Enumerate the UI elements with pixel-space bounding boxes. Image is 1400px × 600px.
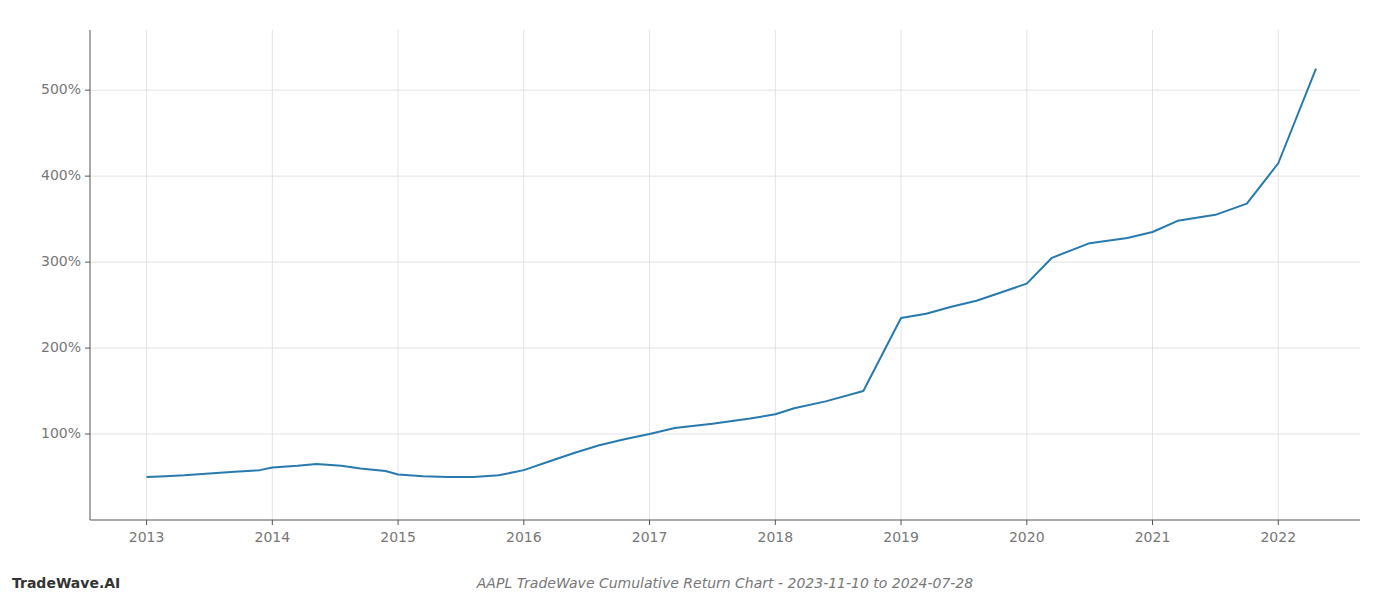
tick-label: 2017 bbox=[632, 529, 668, 545]
y-axis-line bbox=[90, 30, 91, 520]
tick-label: 300% bbox=[41, 253, 81, 269]
tick-mark bbox=[1278, 520, 1279, 525]
watermark: TradeWave.AI bbox=[12, 575, 120, 591]
grid-line bbox=[649, 30, 650, 520]
grid-line bbox=[1152, 30, 1153, 520]
tick-mark bbox=[272, 520, 273, 525]
tick-mark bbox=[85, 262, 90, 263]
tick-mark bbox=[775, 520, 776, 525]
grid-line bbox=[775, 30, 776, 520]
grid-line bbox=[90, 434, 1360, 435]
tick-label: 200% bbox=[41, 339, 81, 355]
tick-label: 2016 bbox=[506, 529, 542, 545]
tick-mark bbox=[146, 520, 147, 525]
tick-mark bbox=[398, 520, 399, 525]
grid-line bbox=[90, 262, 1360, 263]
tick-label: 2014 bbox=[255, 529, 291, 545]
tick-label: 400% bbox=[41, 167, 81, 183]
grid-line bbox=[90, 176, 1360, 177]
tick-label: 500% bbox=[41, 81, 81, 97]
x-axis-line bbox=[90, 520, 1360, 521]
tick-mark bbox=[85, 176, 90, 177]
tick-label: 2015 bbox=[380, 529, 416, 545]
tick-mark bbox=[85, 90, 90, 91]
tick-label: 2021 bbox=[1135, 529, 1171, 545]
grid-line bbox=[1278, 30, 1279, 520]
chart: 100% 200% 300% 400% 500% 2013 2014 2015 2016 2017… bbox=[0, 0, 1400, 600]
tick-label: 2020 bbox=[1009, 529, 1045, 545]
tick-mark bbox=[85, 348, 90, 349]
tick-label: 2018 bbox=[757, 529, 793, 545]
tick-mark bbox=[649, 520, 650, 525]
tick-label: 2019 bbox=[883, 529, 919, 545]
grid-line bbox=[90, 348, 1360, 349]
tick-mark bbox=[85, 434, 90, 435]
grid-line bbox=[90, 90, 1360, 91]
grid-line bbox=[523, 30, 524, 520]
axes: 100% 200% 300% 400% 500% 2013 2014 2015 2016 2017… bbox=[41, 30, 1360, 545]
plot-area bbox=[147, 69, 1316, 477]
title: AAPL TradeWave Cumulative Return Chart -… bbox=[476, 575, 973, 591]
grid-line bbox=[272, 30, 273, 520]
tick-label: 100% bbox=[41, 425, 81, 441]
tick-label: 2013 bbox=[129, 529, 165, 545]
grid-line bbox=[146, 30, 147, 520]
grid-line bbox=[398, 30, 399, 520]
tick-label: 2022 bbox=[1260, 529, 1296, 545]
data-line bbox=[147, 69, 1316, 477]
tick-mark bbox=[1152, 520, 1153, 525]
tick-mark bbox=[1026, 520, 1027, 525]
grid-line bbox=[1026, 30, 1027, 520]
tick-mark bbox=[523, 520, 524, 525]
grid bbox=[90, 30, 1360, 520]
tick-mark bbox=[901, 520, 902, 525]
grid-line bbox=[901, 30, 902, 520]
